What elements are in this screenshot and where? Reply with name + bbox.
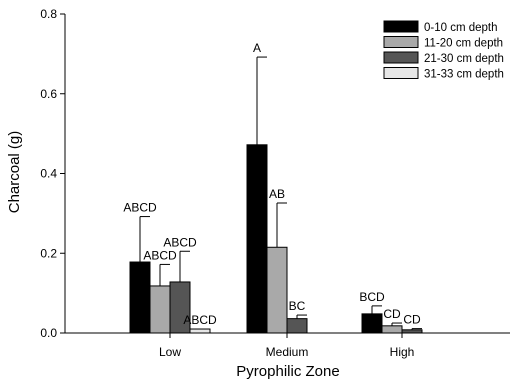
bar-significance-label: BC (289, 299, 306, 313)
bar-significance-label: ABCD (163, 235, 197, 249)
bar (266, 246, 288, 334)
y-tick-label: 0.4 (40, 167, 57, 181)
bar-significance-label: AB (269, 187, 285, 201)
y-tick-label: 0.6 (40, 87, 57, 101)
x-axis-title: Pyrophilic Zone (236, 363, 339, 380)
bar-significance-label: BCD (359, 290, 385, 304)
bar (286, 318, 308, 334)
bar-significance-label: CD (383, 307, 401, 321)
legend: 0-10 cm depth 11-20 cm depth 21-30 cm dept… (383, 20, 504, 81)
legend-label: 0-10 cm depth (424, 22, 498, 34)
y-tick-label: 0.8 (40, 7, 57, 21)
x-tick-label: High (390, 345, 415, 359)
bar-significance-label: A (253, 41, 261, 55)
legend-swatch (383, 20, 419, 33)
legend-swatch (383, 51, 419, 64)
legend-label: 31-33 cm depth (424, 69, 504, 81)
y-tick-label: 0.2 (40, 246, 57, 260)
legend-label: 11-20 cm depth (424, 38, 503, 50)
bar (246, 144, 268, 334)
bar-significance-label: ABCD (123, 201, 157, 215)
y-tick-label: 0.0 (40, 326, 57, 340)
bar-significance-label: CD (403, 313, 421, 327)
bar-significance-label: ABCD (183, 313, 217, 327)
bar (189, 328, 211, 334)
legend-label: 21-30 cm depth (424, 53, 504, 65)
axes: 0.0 0.2 0.4 0.6 0.8 Low Medium High (40, 7, 510, 359)
bar (149, 285, 171, 334)
x-tick-label: Medium (266, 345, 309, 359)
x-tick-label: Low (159, 345, 181, 359)
bar (361, 313, 383, 334)
y-axis-title: Charcoal (g) (6, 131, 23, 214)
legend-swatch (383, 36, 419, 48)
bar (129, 261, 151, 334)
bar-significance-label: ABCD (143, 248, 177, 262)
legend-swatch (383, 67, 419, 79)
bar (381, 325, 403, 334)
